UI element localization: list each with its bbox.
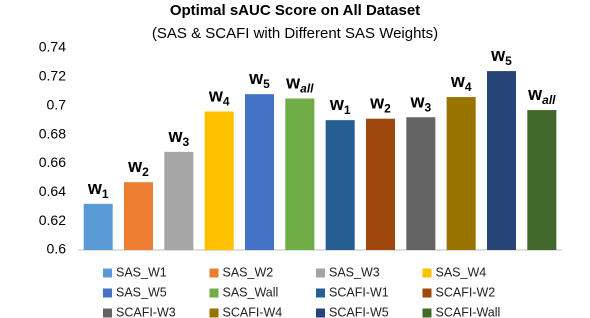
bar <box>446 97 476 250</box>
legend-swatch <box>209 308 219 318</box>
legend-swatch <box>316 308 325 318</box>
bar-label-base: w <box>167 126 183 146</box>
bar <box>285 98 315 250</box>
bar-label-base: w <box>490 45 506 65</box>
bar-label-sub: 2 <box>142 165 149 179</box>
bar-label-sub: all <box>542 93 556 107</box>
bar-label-base: w <box>248 68 264 88</box>
bar-label-base: w <box>369 93 385 113</box>
bar-label: w3 <box>167 126 189 149</box>
bar-label: w1 <box>329 94 351 117</box>
bar-label: w1 <box>87 178 109 201</box>
y-tick-label: 0.62 <box>39 212 66 228</box>
bar-label-sub: 4 <box>465 80 472 94</box>
bar-label-base: w <box>87 178 103 198</box>
legend-swatch <box>103 288 112 298</box>
legend-swatch <box>316 288 325 298</box>
bar-label: w5 <box>490 45 512 68</box>
legend-label: SAS_W1 <box>116 265 167 279</box>
y-tick-label: 0.66 <box>39 154 66 170</box>
bar-label-base: w <box>285 73 301 93</box>
bar-label: wall <box>527 84 556 107</box>
legend-swatch <box>103 268 112 278</box>
bar-label-sub: 2 <box>384 102 391 116</box>
legend-swatch <box>422 308 432 318</box>
bar-label-sub: 3 <box>424 100 431 114</box>
chart-title: Optimal sAUC Score on All Dataset <box>170 2 420 19</box>
bar-label: wall <box>285 73 314 96</box>
y-tick-label: 0.68 <box>39 125 66 141</box>
bar <box>244 94 275 251</box>
bar <box>83 203 113 250</box>
bar-label-base: w <box>208 85 224 105</box>
y-tick-label: 0.64 <box>39 183 66 199</box>
bar-label-base: w <box>329 94 345 114</box>
y-tick-label: 0.7 <box>47 96 67 112</box>
legend-label: SCAFI-W2 <box>436 285 496 299</box>
bar-label-base: w <box>127 156 143 176</box>
bar-label-sub: 5 <box>263 77 270 91</box>
legend-label: SAS_W5 <box>116 285 167 299</box>
bar-label-base: w <box>450 71 466 91</box>
bar-label: w4 <box>450 71 472 94</box>
bar-label: w2 <box>369 93 391 116</box>
bar-label-sub: 5 <box>505 54 512 68</box>
bar-label-base: w <box>527 84 543 104</box>
bar-label: w4 <box>208 85 230 108</box>
legend-label: SAS_W2 <box>223 265 274 279</box>
legend-label: SCAFI-W3 <box>116 305 176 318</box>
legend-swatch <box>103 308 112 318</box>
legend-swatch <box>316 268 325 278</box>
legend-label: SAS_Wall <box>223 285 279 299</box>
chart-subtitle: (SAS & SCAFI with Different SAS Weights) <box>152 25 438 42</box>
legend-label: SAS_W3 <box>329 265 380 279</box>
legend-swatch <box>422 268 432 278</box>
bar <box>527 110 557 251</box>
legend-label: SCAFI-W5 <box>329 305 389 318</box>
legend-label: SCAFI-W4 <box>223 305 283 318</box>
bar <box>365 118 396 250</box>
bar-label: w2 <box>127 156 149 179</box>
bar-label-sub: 1 <box>102 187 109 201</box>
bar <box>406 117 436 250</box>
bar-label-sub: all <box>300 82 314 96</box>
bar <box>123 182 154 250</box>
legend-swatch <box>422 288 432 298</box>
legend-label: SAS_W4 <box>436 265 487 279</box>
bar-label-sub: 3 <box>182 135 189 149</box>
y-tick-label: 0.6 <box>47 241 67 257</box>
bar-label-sub: 4 <box>223 94 230 108</box>
bar-label-base: w <box>409 91 425 111</box>
bar <box>204 111 234 250</box>
bar <box>164 151 194 250</box>
legend-swatch <box>209 288 219 298</box>
bar-label: w5 <box>248 68 270 91</box>
legend-swatch <box>209 268 219 278</box>
legend-label: SCAFI-Wall <box>436 305 501 318</box>
y-tick-label: 0.72 <box>39 68 66 84</box>
bar <box>325 120 355 251</box>
bar-label-sub: 1 <box>344 103 351 117</box>
legend-label: SCAFI-W1 <box>329 285 389 299</box>
bar <box>486 71 517 250</box>
bar-label: w3 <box>409 91 431 114</box>
y-tick-label: 0.74 <box>39 39 66 55</box>
